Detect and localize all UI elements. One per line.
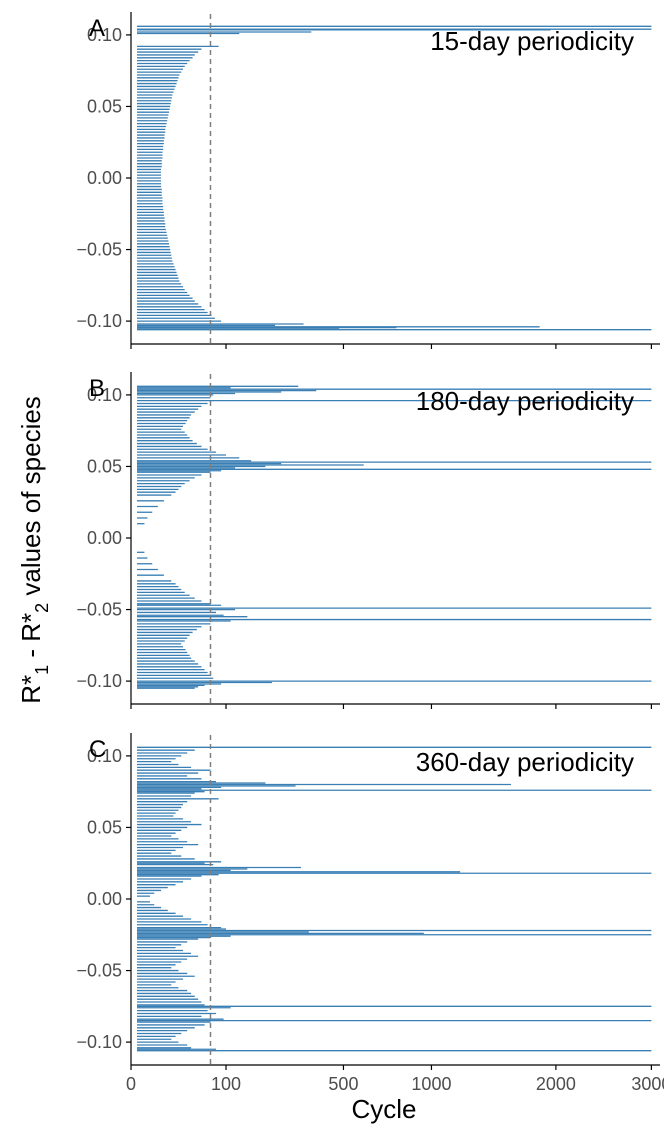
y-tick-label: 0.05 bbox=[87, 96, 122, 116]
y-tick-label: −0.10 bbox=[76, 671, 122, 691]
y-tick-label: 0.10 bbox=[87, 746, 122, 766]
x-tick-label: 1000 bbox=[411, 1074, 451, 1094]
x-tick-label: 0 bbox=[126, 1074, 136, 1094]
y-tick-label: 0.10 bbox=[87, 385, 122, 405]
panel-b: 0.10 0.05 0.00 −0.05 −0.10 B 180-day periodici… bbox=[76, 372, 660, 709]
bars bbox=[137, 25, 652, 331]
y-tick-label: 0.05 bbox=[87, 817, 122, 837]
y-tick-label: 0.00 bbox=[87, 168, 122, 188]
x-axis-title: Cycle bbox=[351, 1094, 416, 1124]
panel-letter: C bbox=[89, 736, 106, 763]
panel-title: 360-day periodicity bbox=[416, 747, 634, 777]
y-axis-title: R*1 - R*2 values of species bbox=[16, 396, 52, 704]
x-tick-label: 500 bbox=[328, 1074, 358, 1094]
y-axis-title-tail: values of species bbox=[16, 396, 46, 603]
panels: 0.10 0.05 0.00 −0.05 −0.10 A 15-day periodicit… bbox=[76, 12, 664, 1094]
bars bbox=[137, 746, 652, 1052]
y-tick-label: 0.10 bbox=[87, 25, 122, 45]
x-tick-label: 3000 bbox=[631, 1074, 664, 1094]
panel-letter: B bbox=[89, 375, 105, 402]
y-tick-label: −0.10 bbox=[76, 1032, 122, 1052]
panel-title: 15-day periodicity bbox=[430, 26, 634, 56]
y-tick-label: 0.05 bbox=[87, 456, 122, 476]
x-tick-label: 2000 bbox=[536, 1074, 576, 1094]
panel-c: 0.10 0.05 0.00 −0.05 −0.10 0 100 500 1000 2000 300… bbox=[76, 733, 664, 1094]
y-axis-title-r1: R* bbox=[16, 675, 46, 704]
panel-a: 0.10 0.05 0.00 −0.05 −0.10 A 15-day periodicit… bbox=[76, 12, 660, 349]
y-tick-label: 0.00 bbox=[87, 889, 122, 909]
y-axis-title-mid: - R* bbox=[16, 613, 46, 665]
panel-title: 180-day periodicity bbox=[416, 386, 634, 416]
y-tick-label: 0.00 bbox=[87, 528, 122, 548]
bars bbox=[137, 385, 652, 689]
y-tick-label: −0.05 bbox=[76, 961, 122, 981]
x-tick-label: 100 bbox=[211, 1074, 241, 1094]
y-tick-label: −0.05 bbox=[76, 240, 122, 260]
panel-letter: A bbox=[89, 15, 105, 42]
y-tick-label: −0.05 bbox=[76, 600, 122, 620]
y-axis-title-sub1: 1 bbox=[32, 665, 52, 675]
y-tick-label: −0.10 bbox=[76, 311, 122, 331]
y-axis-title-sub2: 2 bbox=[32, 603, 52, 613]
